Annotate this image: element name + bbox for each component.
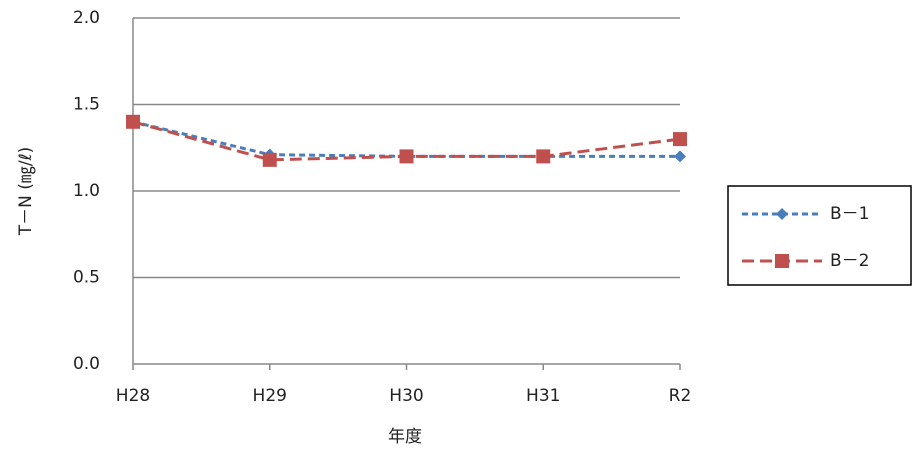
marker (126, 114, 140, 129)
x-axis-label: 年度 (388, 427, 422, 447)
marker (262, 152, 277, 167)
series-line (132, 120, 680, 158)
x-tick-label: R2 (669, 386, 692, 406)
x-tick-label: H30 (389, 386, 423, 406)
marker (775, 254, 789, 268)
y-tick-label: 0.5 (73, 268, 100, 288)
legend-label: B－2 (830, 251, 869, 271)
marker (399, 149, 414, 164)
y-tick-label: 2.0 (73, 8, 100, 28)
marker (673, 132, 687, 147)
y-tick-label: 0.0 (73, 354, 100, 374)
marker (674, 150, 686, 163)
marker (536, 149, 551, 164)
x-tick-label: H31 (526, 386, 560, 406)
x-tick-label: H28 (116, 386, 150, 406)
y-axis-label: T－N (㎎/ℓ) (16, 147, 36, 237)
legend-label: B－1 (830, 204, 869, 224)
legend-box (727, 185, 912, 286)
y-tick-label: 1.0 (73, 181, 100, 201)
y-tick-label: 1.5 (73, 95, 100, 115)
x-tick-label: H29 (253, 386, 287, 406)
marker (776, 208, 788, 220)
